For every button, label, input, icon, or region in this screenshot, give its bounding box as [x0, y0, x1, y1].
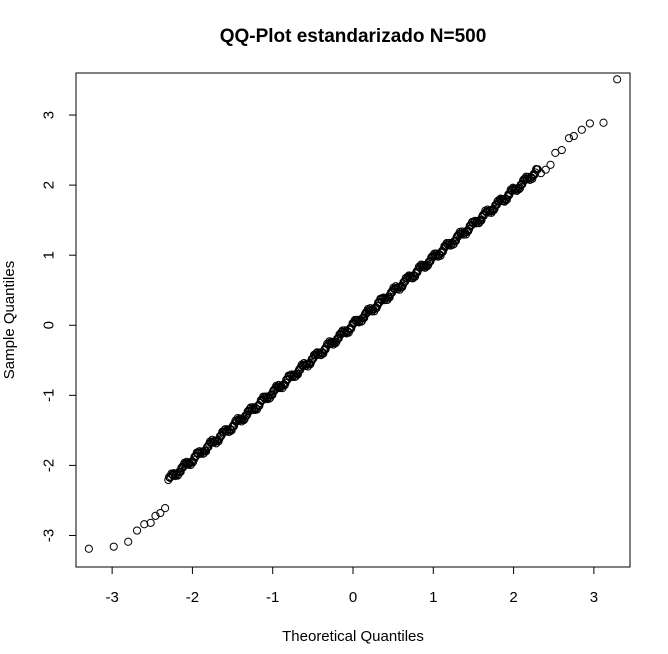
data-point [124, 537, 133, 546]
y-tick-label: -3 [41, 529, 58, 542]
x-tick-label: -3 [105, 589, 118, 606]
data-point [156, 508, 165, 518]
y-tick-label: 2 [41, 181, 58, 189]
data-point [268, 390, 277, 399]
y-axis-title: Sample Quantiles [1, 261, 18, 379]
data-point [541, 165, 550, 174]
data-point [313, 350, 323, 359]
data-point [202, 447, 211, 456]
data-point [132, 526, 142, 535]
x-tick-label: 3 [590, 589, 598, 606]
data-point [490, 204, 499, 213]
data-point [140, 520, 149, 529]
x-tick-label: -2 [186, 589, 199, 606]
x-tick-label: 0 [349, 589, 357, 606]
data-points [84, 75, 622, 553]
data-point [109, 542, 118, 551]
data-point [319, 349, 328, 358]
y-tick-label: 1 [41, 251, 58, 259]
data-point [161, 504, 170, 513]
data-point [585, 119, 594, 128]
data-point [293, 370, 302, 379]
data-point [222, 427, 231, 436]
data-point [176, 467, 185, 476]
data-point [227, 426, 236, 435]
x-axis: -3 -2 -1 0 1 2 3 [105, 566, 598, 606]
data-point [502, 195, 511, 204]
y-tick-label: 0 [41, 321, 58, 329]
data-point [546, 160, 555, 169]
x-axis-title: Theoretical Quantiles [282, 628, 424, 645]
data-point [84, 544, 93, 553]
data-point [146, 518, 155, 527]
data-point [599, 118, 608, 127]
data-point [564, 134, 574, 143]
data-point [151, 511, 160, 520]
data-point [569, 131, 578, 141]
data-point [385, 293, 394, 302]
x-tick-label: 1 [429, 589, 437, 606]
chart-title: QQ-Plot estandarizado N=500 [220, 26, 487, 47]
data-point [613, 75, 622, 84]
data-point [477, 216, 486, 225]
data-point [360, 313, 369, 322]
data-point [577, 125, 586, 134]
data-point [557, 145, 566, 155]
x-tick-label: 2 [509, 589, 517, 606]
data-point [410, 272, 420, 281]
y-axis: -3 -2 -1 0 1 2 3 [41, 111, 77, 542]
x-tick-label: -1 [266, 589, 279, 606]
data-point [451, 236, 461, 245]
y-tick-label: -1 [41, 389, 58, 402]
y-tick-label: 3 [41, 111, 58, 119]
y-tick-label: -2 [41, 459, 58, 472]
